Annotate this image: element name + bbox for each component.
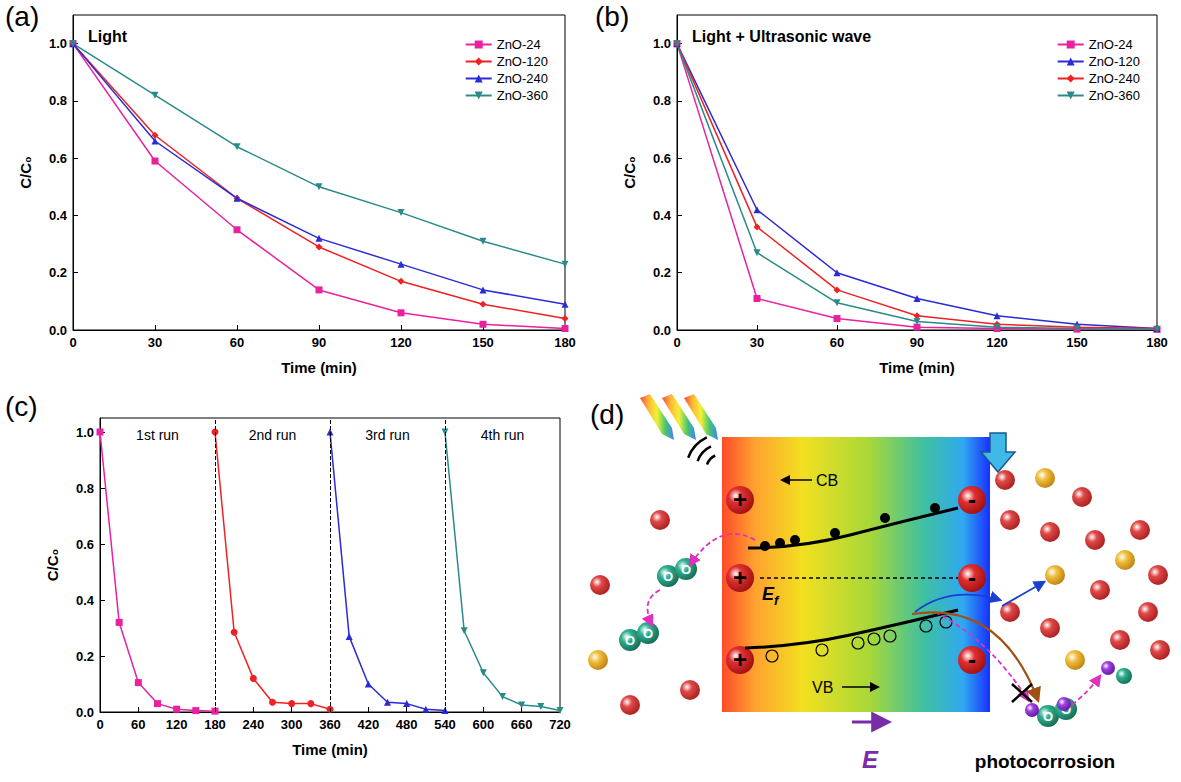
svg-text:360: 360 (319, 717, 341, 732)
svg-text:O: O (625, 633, 635, 648)
svg-text:0.8: 0.8 (653, 93, 671, 108)
svg-text:120: 120 (986, 335, 1008, 350)
svg-text:150: 150 (1066, 335, 1088, 350)
svg-text:240: 240 (242, 717, 264, 732)
svg-text:0: 0 (96, 717, 103, 732)
svg-text:0.6: 0.6 (49, 151, 67, 166)
svg-text:2nd run: 2nd run (249, 427, 296, 443)
svg-text:Light: Light (88, 28, 128, 45)
svg-text:O: O (681, 562, 691, 577)
svg-text:+: + (733, 646, 747, 673)
svg-text:photocorrosion: photocorrosion (975, 751, 1115, 772)
svg-text:0: 0 (69, 335, 76, 350)
svg-text:Light + Ultrasonic wave: Light + Ultrasonic wave (692, 28, 871, 45)
svg-text:Time (min): Time (min) (292, 741, 368, 758)
svg-text:Time (min): Time (min) (879, 359, 955, 376)
svg-text:0.4: 0.4 (49, 208, 68, 223)
svg-text:ZnO-120: ZnO-120 (1089, 54, 1140, 69)
svg-text:ZnO-24: ZnO-24 (497, 37, 541, 52)
svg-text:(a): (a) (5, 1, 39, 32)
svg-text:O: O (1043, 709, 1053, 724)
svg-text:60: 60 (131, 717, 145, 732)
svg-text:1.0: 1.0 (49, 36, 67, 51)
svg-text:1.0: 1.0 (76, 425, 94, 440)
svg-text:ZnO-360: ZnO-360 (1089, 88, 1140, 103)
svg-text:30: 30 (750, 335, 764, 350)
svg-text:ZnO-24: ZnO-24 (1089, 37, 1133, 52)
svg-text:1st run: 1st run (136, 427, 179, 443)
svg-text:0.2: 0.2 (653, 265, 671, 280)
svg-text:90: 90 (312, 335, 326, 350)
svg-text:4th run: 4th run (481, 427, 525, 443)
svg-text:120: 120 (166, 717, 188, 732)
svg-text:660: 660 (511, 717, 533, 732)
svg-text:-: - (968, 486, 976, 513)
svg-text:0.2: 0.2 (76, 649, 94, 664)
svg-text:0.0: 0.0 (49, 323, 67, 338)
svg-text:Ef: Ef (762, 584, 780, 608)
svg-text:ZnO-120: ZnO-120 (497, 54, 548, 69)
svg-text:150: 150 (472, 335, 494, 350)
svg-text:E: E (862, 746, 879, 773)
svg-text:480: 480 (396, 717, 418, 732)
svg-text:90: 90 (910, 335, 924, 350)
svg-text:+: + (733, 486, 747, 513)
svg-text:ZnO-360: ZnO-360 (497, 88, 548, 103)
svg-text:0.0: 0.0 (653, 323, 671, 338)
svg-text:420: 420 (357, 717, 379, 732)
svg-text:180: 180 (554, 335, 576, 350)
svg-text:O: O (643, 626, 653, 641)
svg-text:(d): (d) (590, 399, 624, 430)
svg-text:0.6: 0.6 (653, 151, 671, 166)
svg-text:ZnO-240: ZnO-240 (1089, 71, 1140, 86)
svg-text:3rd run: 3rd run (365, 427, 409, 443)
svg-text:0.2: 0.2 (49, 265, 67, 280)
svg-text:-: - (968, 646, 976, 673)
svg-text:0.8: 0.8 (76, 481, 94, 496)
svg-text:180: 180 (204, 717, 226, 732)
svg-text:30: 30 (148, 335, 162, 350)
svg-text:180: 180 (1146, 335, 1168, 350)
svg-text:O: O (663, 569, 673, 584)
svg-text:720: 720 (549, 717, 571, 732)
svg-text:0.0: 0.0 (76, 705, 94, 720)
svg-text:+: + (733, 564, 747, 591)
svg-text:540: 540 (434, 717, 456, 732)
svg-text:300: 300 (281, 717, 303, 732)
svg-text:(b): (b) (595, 1, 629, 32)
svg-text:0.4: 0.4 (653, 208, 672, 223)
svg-text:VB: VB (812, 679, 833, 696)
svg-text:60: 60 (230, 335, 244, 350)
svg-text:600: 600 (472, 717, 494, 732)
svg-text:(c): (c) (5, 391, 38, 422)
svg-text:CB: CB (816, 472, 838, 489)
svg-text:ZnO-240: ZnO-240 (497, 71, 548, 86)
svg-text:C/C₀: C/C₀ (44, 549, 61, 582)
svg-text:60: 60 (830, 335, 844, 350)
svg-text:0.6: 0.6 (76, 537, 94, 552)
svg-text:0: 0 (673, 335, 680, 350)
svg-text:C/C₀: C/C₀ (621, 156, 638, 189)
svg-text:1.0: 1.0 (653, 36, 671, 51)
svg-text:0.4: 0.4 (76, 593, 95, 608)
svg-text:C/C₀: C/C₀ (17, 156, 34, 189)
svg-text:-: - (968, 564, 976, 591)
svg-text:120: 120 (390, 335, 412, 350)
svg-text:Time (min): Time (min) (281, 359, 357, 376)
svg-text:0.8: 0.8 (49, 93, 67, 108)
